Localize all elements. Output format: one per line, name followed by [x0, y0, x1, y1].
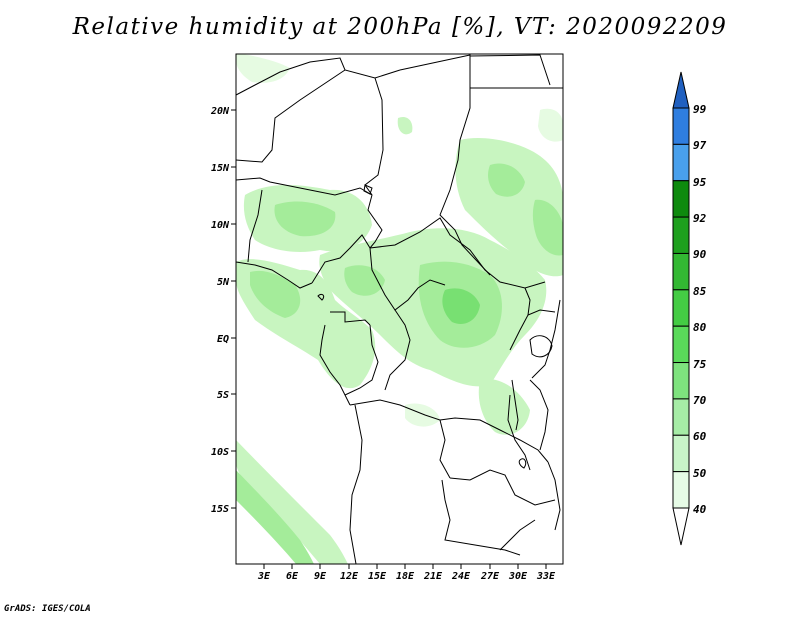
lat-label: EQ	[217, 334, 229, 345]
colorbar-label: 90	[693, 248, 707, 261]
colorbar-box	[672, 180, 690, 218]
humidity-area	[250, 270, 301, 318]
colorbar: 99 97 95 92 90 85 80 75 70 60 50 40	[672, 71, 707, 546]
humidity-area	[344, 265, 385, 296]
lat-label: 5N	[217, 277, 230, 288]
colorbar-box	[672, 252, 690, 291]
lat-label: 15N	[211, 163, 230, 174]
colorbar-box	[672, 289, 690, 327]
lon-label: 9E	[314, 571, 327, 582]
lat-label: 15S	[211, 504, 229, 515]
lon-label: 21E	[423, 571, 443, 582]
lakes	[317, 184, 553, 469]
lon-label: 3E	[257, 571, 271, 582]
humidity-area	[488, 163, 525, 197]
colorbar-box	[672, 143, 690, 182]
colorbar-label: 85	[693, 285, 707, 298]
colorbar-label: 97	[693, 139, 707, 152]
humidity-area	[532, 199, 563, 256]
country-borders	[236, 54, 563, 564]
lat-label: 5S	[217, 390, 229, 401]
map-frame	[235, 53, 564, 565]
humidity-area	[478, 379, 530, 435]
humidity-area	[538, 108, 563, 142]
colorbar-label: 92	[693, 212, 707, 225]
humidity-area	[236, 440, 348, 564]
chart-title: Relative humidity at 200hPa [%], VT: 202…	[72, 14, 728, 40]
humidity-area	[236, 470, 314, 564]
humidity-area	[455, 138, 563, 277]
lon-label: 15E	[368, 571, 387, 582]
lon-label: 33E	[536, 571, 556, 582]
colorbar-label: 40	[693, 503, 707, 516]
colorbar-label: 80	[693, 321, 707, 334]
lon-label: 12E	[340, 571, 359, 582]
humidity-area	[236, 54, 290, 83]
colorbar-box	[672, 216, 690, 254]
colorbar-box	[672, 471, 690, 509]
colorbar-box	[672, 362, 690, 400]
colorbar-box	[672, 325, 690, 364]
lon-label: 24E	[451, 571, 471, 582]
colorbar-label: 75	[693, 358, 707, 371]
colorbar-bottom-arrow	[672, 507, 690, 546]
grads-credit: GrADS: IGES/COLA	[4, 604, 91, 614]
colorbar-box	[672, 434, 690, 473]
humidity-area	[397, 116, 413, 135]
humidity-area	[442, 288, 480, 325]
latitude-axis: 20N 15N 10N 5N EQ 5S 10S 15S	[210, 106, 236, 515]
humidity-shading	[236, 54, 563, 564]
humidity-area	[405, 403, 440, 427]
colorbar-boxes	[672, 107, 690, 509]
colorbar-label: 70	[693, 394, 707, 407]
lat-label: 10S	[211, 447, 229, 458]
lon-label: 30E	[508, 571, 528, 582]
lon-label: 27E	[480, 571, 500, 582]
lat-label: 10N	[211, 220, 230, 231]
colorbar-box	[672, 398, 690, 436]
humidity-area	[274, 201, 336, 237]
longitude-axis: 3E 6E 9E 12E 15E 18E 21E 24E 27E 30E 33E	[257, 564, 556, 582]
lon-label: 18E	[396, 571, 415, 582]
lon-label: 6E	[286, 571, 299, 582]
lat-label: 20N	[210, 106, 230, 117]
colorbar-label: 95	[693, 176, 707, 189]
colorbar-label: 50	[693, 467, 707, 480]
colorbar-top-arrow	[672, 71, 690, 109]
colorbar-label: 99	[693, 103, 707, 116]
colorbar-box	[672, 107, 690, 145]
colorbar-label: 60	[693, 430, 707, 443]
